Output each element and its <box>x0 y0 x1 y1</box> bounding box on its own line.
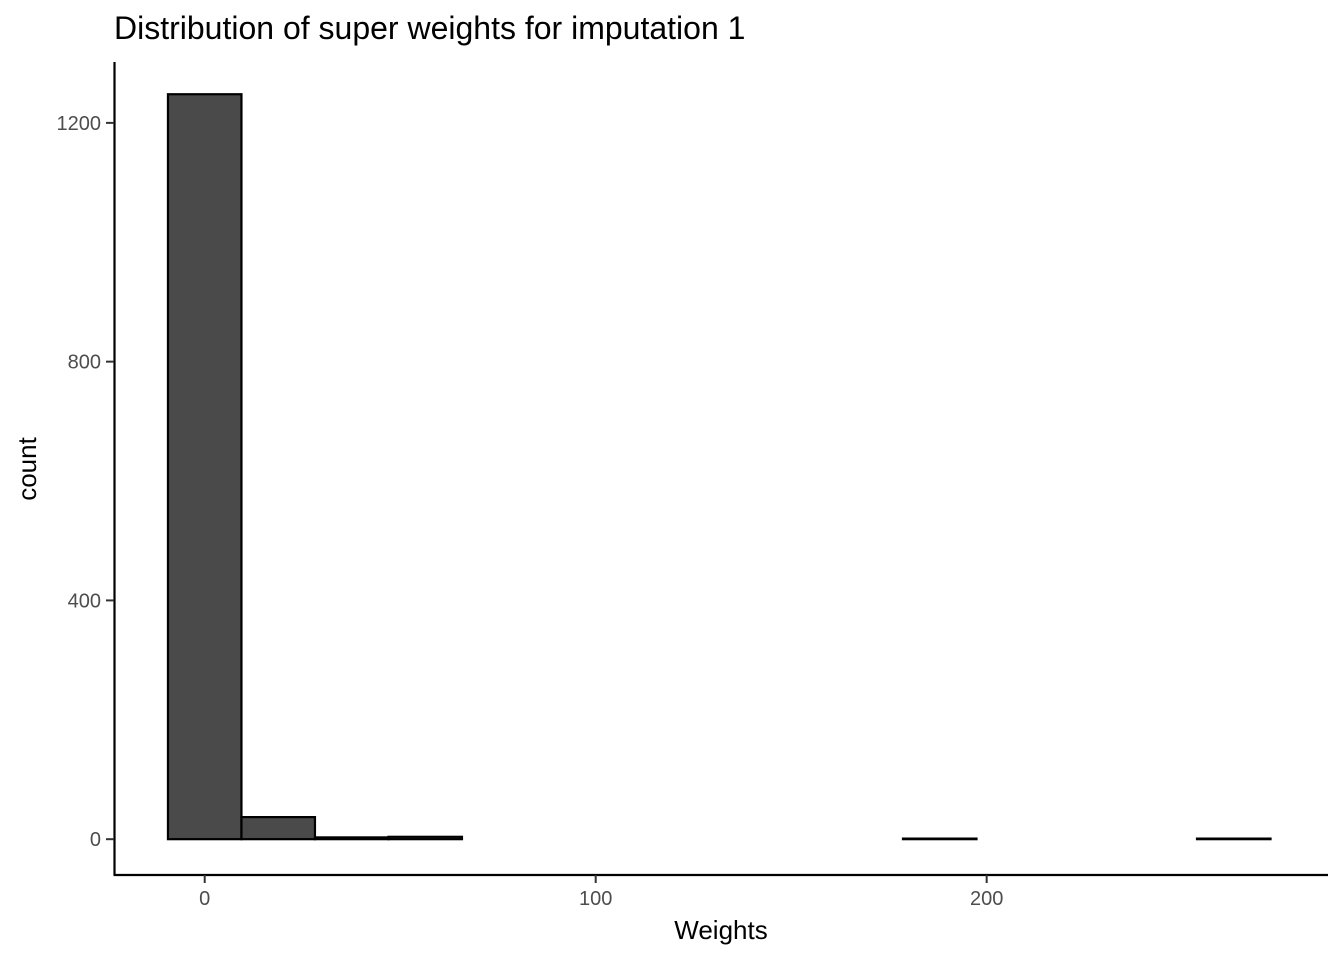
x-axis-ticks: 0 100 200 <box>199 875 1003 910</box>
x-axis-title: Weights <box>674 915 767 945</box>
chart-title: Distribution of super weights for imputa… <box>114 10 745 46</box>
y-axis-title: count <box>12 436 42 500</box>
histogram-bar-3 <box>387 835 464 841</box>
histogram-bar-2 <box>313 836 390 841</box>
x-tick-label-2: 200 <box>970 888 1003 910</box>
histogram-bar-10 <box>901 837 978 841</box>
histogram-bar-14 <box>1195 837 1272 841</box>
y-tick-label-1: 400 <box>68 590 101 612</box>
histogram-bar-0 <box>166 93 243 841</box>
x-tick-label-1: 100 <box>579 888 612 910</box>
y-tick-label-2: 800 <box>68 352 101 374</box>
y-tick-label-0: 0 <box>90 829 101 851</box>
histogram-bars <box>166 93 1272 841</box>
x-tick-label-0: 0 <box>199 888 210 910</box>
y-axis-ticks: 0 400 800 1200 <box>57 113 114 851</box>
y-tick-label-3: 1200 <box>57 113 102 135</box>
histogram-bar-1 <box>240 815 317 841</box>
